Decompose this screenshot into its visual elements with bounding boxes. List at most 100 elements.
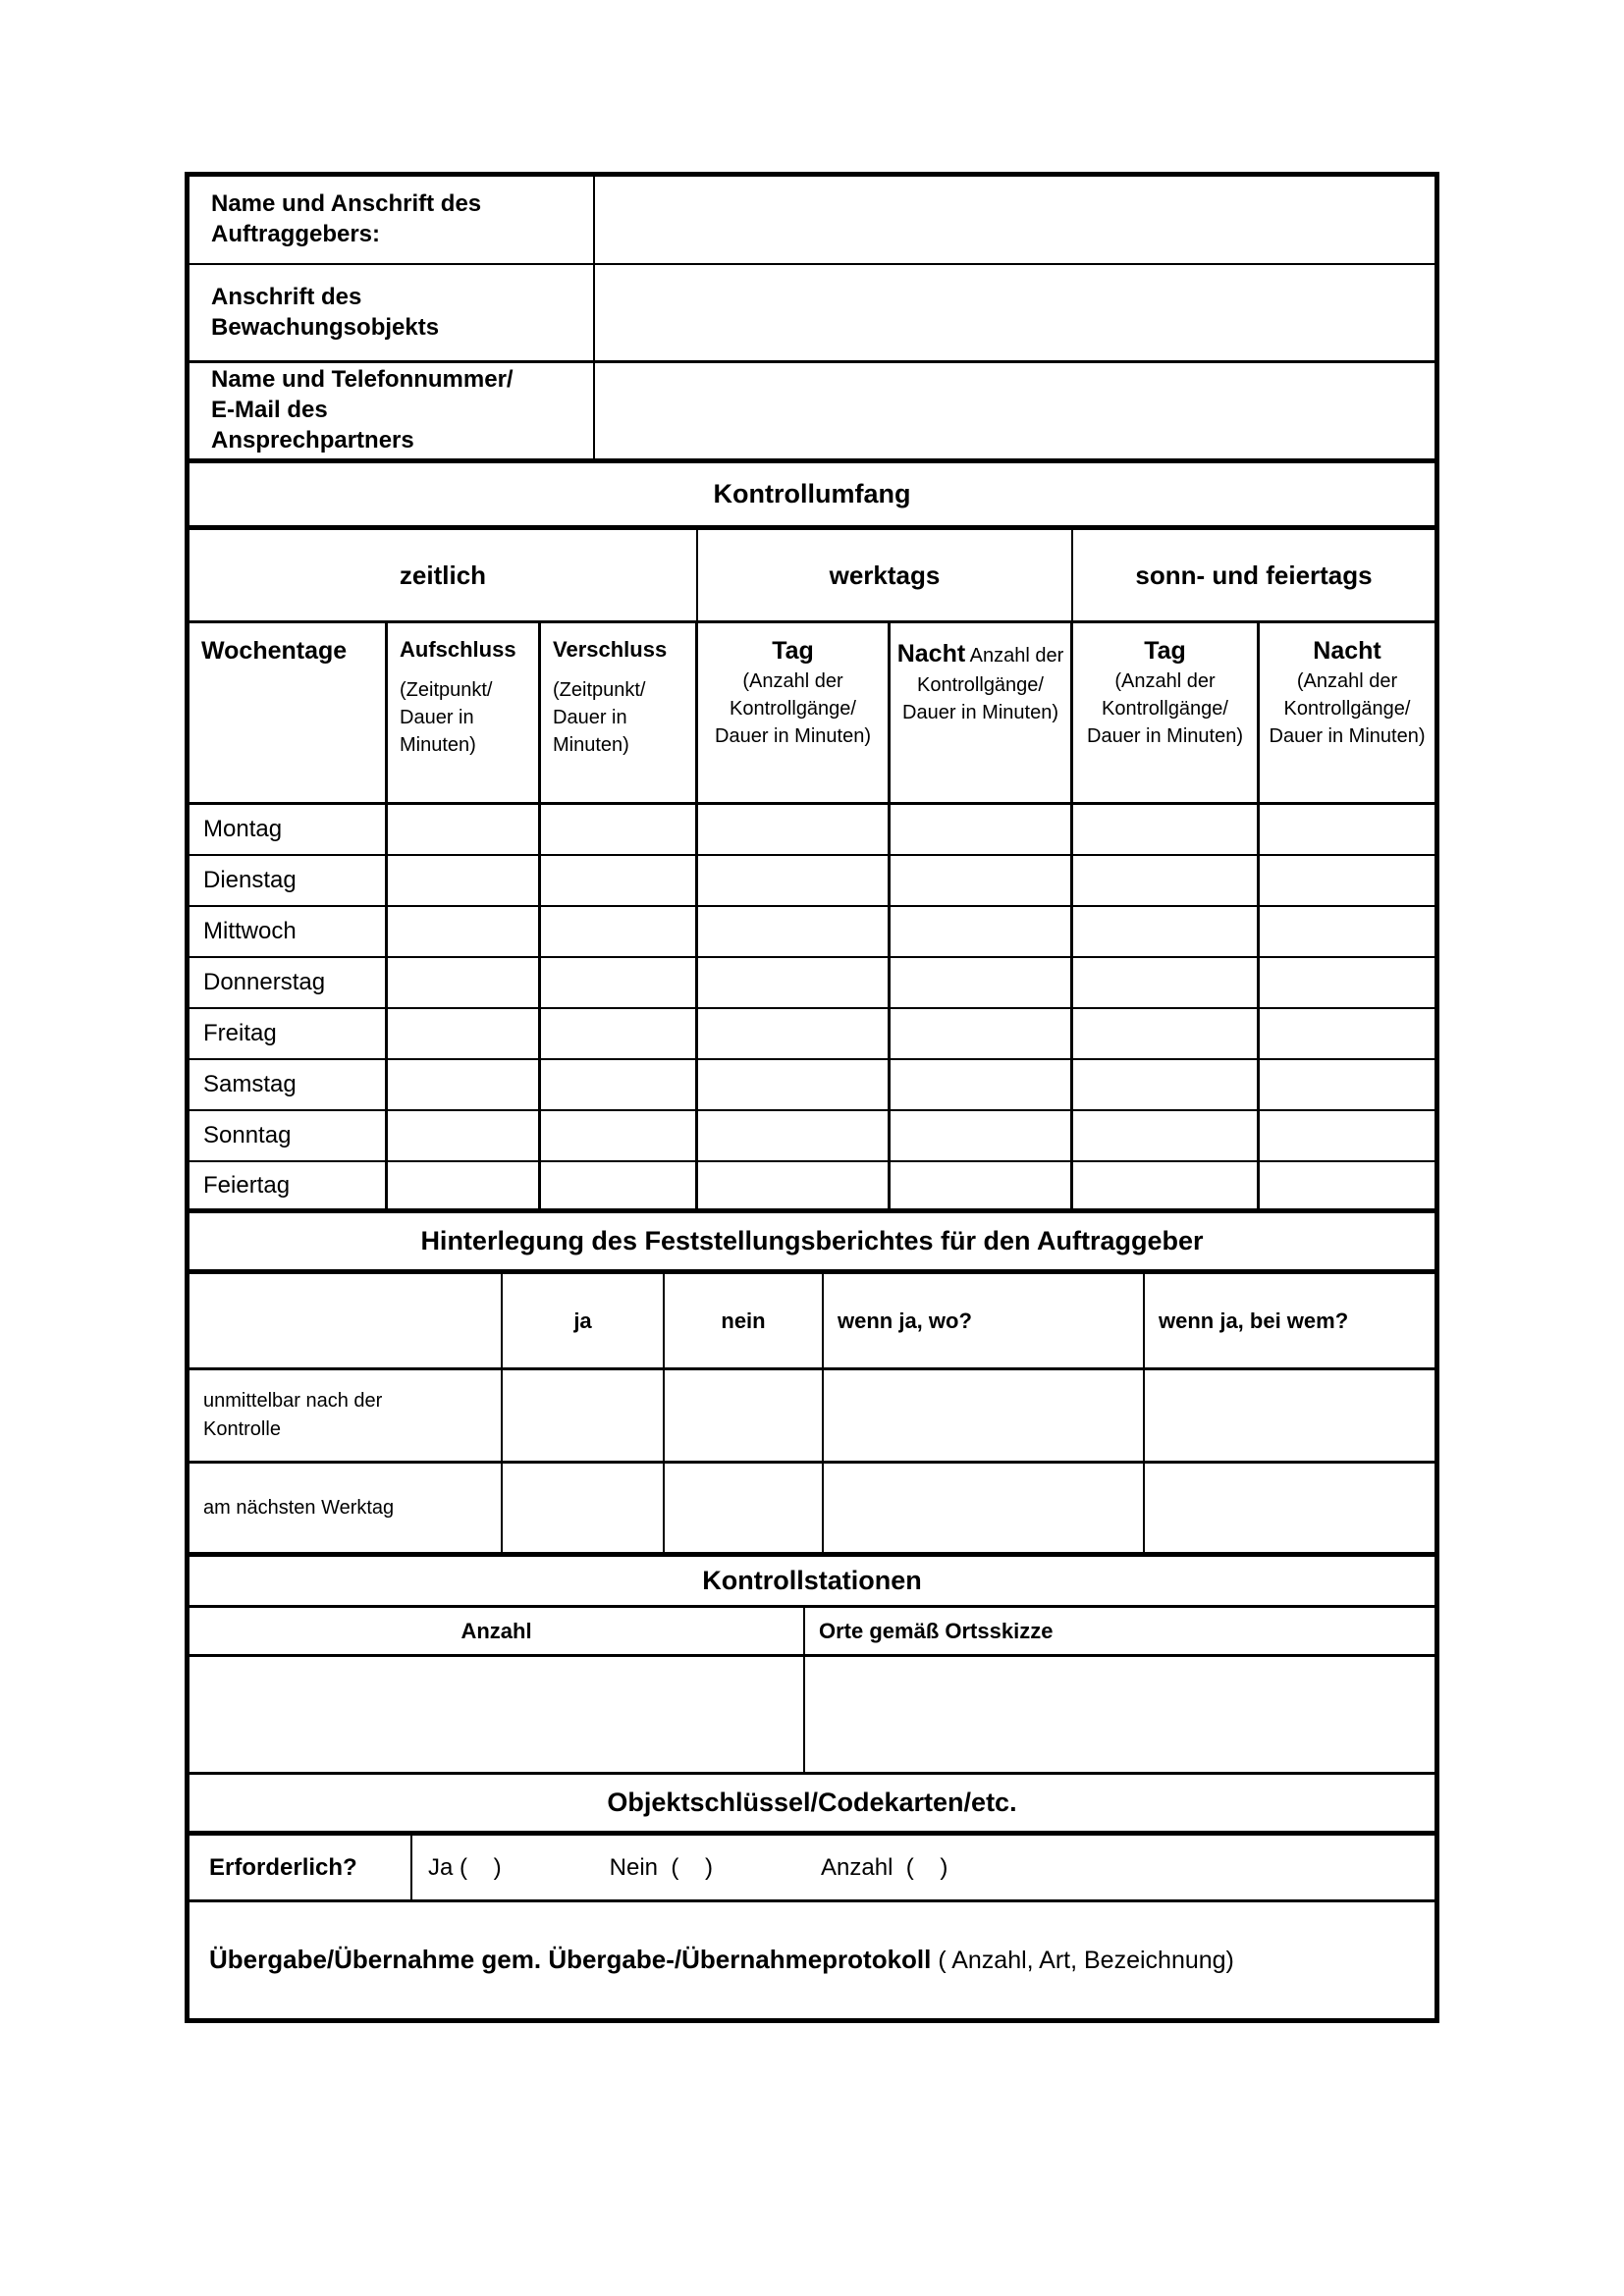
col-wochentage: Wochentage xyxy=(189,623,388,802)
col-tag-feiertags: Tag (Anzahl der Kontrollgänge/ Dauer in … xyxy=(1073,623,1260,802)
kontroll-cell[interactable] xyxy=(541,958,698,1007)
kontroll-cell[interactable] xyxy=(891,805,1073,854)
hinterlegung-cell[interactable] xyxy=(665,1370,824,1461)
col-aufschluss-sub: (Zeitpunkt/ Dauer in Minuten) xyxy=(400,679,493,756)
kontroll-cell[interactable] xyxy=(1073,1111,1260,1160)
kontroll-cell[interactable] xyxy=(388,805,541,854)
kontroll-cell[interactable] xyxy=(1073,856,1260,905)
hinterlegung-cell[interactable] xyxy=(665,1464,824,1552)
kontroll-cell[interactable] xyxy=(1260,1009,1435,1058)
kontrollstationen-header-row: Anzahl Orte gemäß Ortsskizze xyxy=(189,1608,1435,1657)
kontroll-cell[interactable] xyxy=(698,1111,891,1160)
anzahl-header: Anzahl xyxy=(189,1608,805,1654)
hinterlegung-cell[interactable] xyxy=(1145,1464,1435,1552)
nein-option[interactable]: Nein ( ) xyxy=(609,1853,714,1881)
kontroll-cell[interactable] xyxy=(698,856,891,905)
ansprechpartner-label: Name und Telefonnummer/ E-Mail des Anspr… xyxy=(189,363,595,458)
kontroll-cell[interactable] xyxy=(541,856,698,905)
day-label: Dienstag xyxy=(189,856,388,905)
ansprechpartner-label-text: Name und Telefonnummer/ E-Mail des Anspr… xyxy=(211,366,514,454)
auftraggeber-input[interactable] xyxy=(595,177,1435,263)
kontroll-cell[interactable] xyxy=(541,1162,698,1208)
kontroll-cell[interactable] xyxy=(698,958,891,1007)
col-verschluss: Verschluss (Zeitpunkt/ Dauer in Minuten) xyxy=(541,623,698,802)
kontroll-cell[interactable] xyxy=(388,1060,541,1109)
kontroll-cell[interactable] xyxy=(891,1009,1073,1058)
hinterlegung-cell[interactable] xyxy=(1145,1370,1435,1461)
kontroll-cell[interactable] xyxy=(388,856,541,905)
kontroll-cell[interactable] xyxy=(1260,1060,1435,1109)
day-label: Donnerstag xyxy=(189,958,388,1007)
kontroll-cell[interactable] xyxy=(1073,907,1260,956)
hinterlegung-title: Hinterlegung des Feststellungsberichtes … xyxy=(420,1226,1204,1255)
kontroll-cell[interactable] xyxy=(1073,1162,1260,1208)
kontroll-cell[interactable] xyxy=(891,907,1073,956)
table-row-dienstag: Dienstag xyxy=(189,856,1435,907)
day-label: Feiertag xyxy=(189,1162,388,1208)
uebergabe-row[interactable]: Übergabe/Übernahme gem. Übergabe-/Überna… xyxy=(189,1902,1435,2018)
col-verschluss-sub: (Zeitpunkt/ Dauer in Minuten) xyxy=(553,679,646,756)
kontroll-cell[interactable] xyxy=(541,805,698,854)
hinterlegung-cell[interactable] xyxy=(824,1464,1145,1552)
table-row-unmittelbar: unmittelbar nach der Kontrolle xyxy=(189,1370,1435,1464)
kontrollstationen-title-row: Kontrollstationen xyxy=(189,1557,1435,1608)
kontroll-cell[interactable] xyxy=(1260,1111,1435,1160)
erforderlich-options: Ja ( ) Nein ( ) Anzahl ( ) xyxy=(412,1836,1435,1899)
kontroll-cell[interactable] xyxy=(1260,958,1435,1007)
kontroll-cell[interactable] xyxy=(698,1162,891,1208)
col-nacht-werktags: Nacht Anzahl der Kontrollgänge/ Dauer in… xyxy=(891,623,1073,802)
group-sonn-feiertags: sonn- und feiertags xyxy=(1135,560,1373,590)
kontroll-cell[interactable] xyxy=(388,958,541,1007)
kontroll-cell[interactable] xyxy=(698,805,891,854)
anzahl-option[interactable]: Anzahl ( ) xyxy=(821,1853,948,1881)
col-aufschluss: Aufschluss (Zeitpunkt/ Dauer in Minuten) xyxy=(388,623,541,802)
hinterlegung-cell[interactable] xyxy=(503,1464,665,1552)
ja-option[interactable]: Ja ( ) xyxy=(428,1853,502,1881)
kontroll-cell[interactable] xyxy=(541,1111,698,1160)
kontroll-cell[interactable] xyxy=(388,1009,541,1058)
table-row-feiertag: Feiertag xyxy=(189,1162,1435,1213)
ansprechpartner-input[interactable] xyxy=(595,363,1435,458)
bewachungsobjekt-input[interactable] xyxy=(595,265,1435,360)
unmittelbar-label: unmittelbar nach der Kontrolle xyxy=(189,1370,503,1461)
erforderlich-label: Erforderlich? xyxy=(189,1836,412,1899)
kontroll-cell[interactable] xyxy=(698,1009,891,1058)
kontroll-cell[interactable] xyxy=(388,1111,541,1160)
kontrollstationen-title: Kontrollstationen xyxy=(702,1566,922,1595)
hinterlegung-title-row: Hinterlegung des Feststellungsberichtes … xyxy=(189,1213,1435,1274)
kontroll-cell[interactable] xyxy=(388,1162,541,1208)
kontroll-cell[interactable] xyxy=(1260,907,1435,956)
uebergabe-label: Übergabe/Übernahme gem. Übergabe-/Überna… xyxy=(189,1902,1435,2018)
kontroll-cell[interactable] xyxy=(698,1060,891,1109)
kontroll-cell[interactable] xyxy=(1073,958,1260,1007)
kontroll-cell[interactable] xyxy=(698,907,891,956)
kontroll-cell[interactable] xyxy=(1073,1009,1260,1058)
kontroll-cell[interactable] xyxy=(1073,805,1260,854)
col-nein: nein xyxy=(665,1274,824,1367)
hinterlegung-header-row: ja nein wenn ja, wo? wenn ja, bei wem? xyxy=(189,1274,1435,1370)
kontroll-cell[interactable] xyxy=(541,1060,698,1109)
hinterlegung-cell[interactable] xyxy=(824,1370,1145,1461)
kontroll-cell[interactable] xyxy=(891,856,1073,905)
hinterlegung-cell[interactable] xyxy=(503,1370,665,1461)
orte-input[interactable] xyxy=(805,1657,1435,1772)
kontroll-cell[interactable] xyxy=(541,907,698,956)
kontroll-cell[interactable] xyxy=(388,907,541,956)
kontroll-cell[interactable] xyxy=(1260,805,1435,854)
day-label: Freitag xyxy=(189,1009,388,1058)
kontroll-cell[interactable] xyxy=(891,1162,1073,1208)
group-werktags: werktags xyxy=(698,530,1073,620)
col-verschluss-label: Verschluss xyxy=(553,637,668,662)
kontroll-cell[interactable] xyxy=(541,1009,698,1058)
kontroll-cell[interactable] xyxy=(1260,1162,1435,1208)
col-tag-feiertags-label: Tag xyxy=(1144,637,1186,665)
table-row-sonntag: Sonntag xyxy=(189,1111,1435,1162)
kontroll-cell[interactable] xyxy=(891,1111,1073,1160)
kontroll-cell[interactable] xyxy=(1073,1060,1260,1109)
kontrollumfang-title-row: Kontrollumfang xyxy=(189,463,1435,530)
kontroll-cell[interactable] xyxy=(891,1060,1073,1109)
kontroll-cell[interactable] xyxy=(891,958,1073,1007)
kontroll-cell[interactable] xyxy=(1260,856,1435,905)
group-header-row: zeitlich werktags sonn- und feiertags xyxy=(189,530,1435,623)
anzahl-input[interactable] xyxy=(189,1657,805,1772)
